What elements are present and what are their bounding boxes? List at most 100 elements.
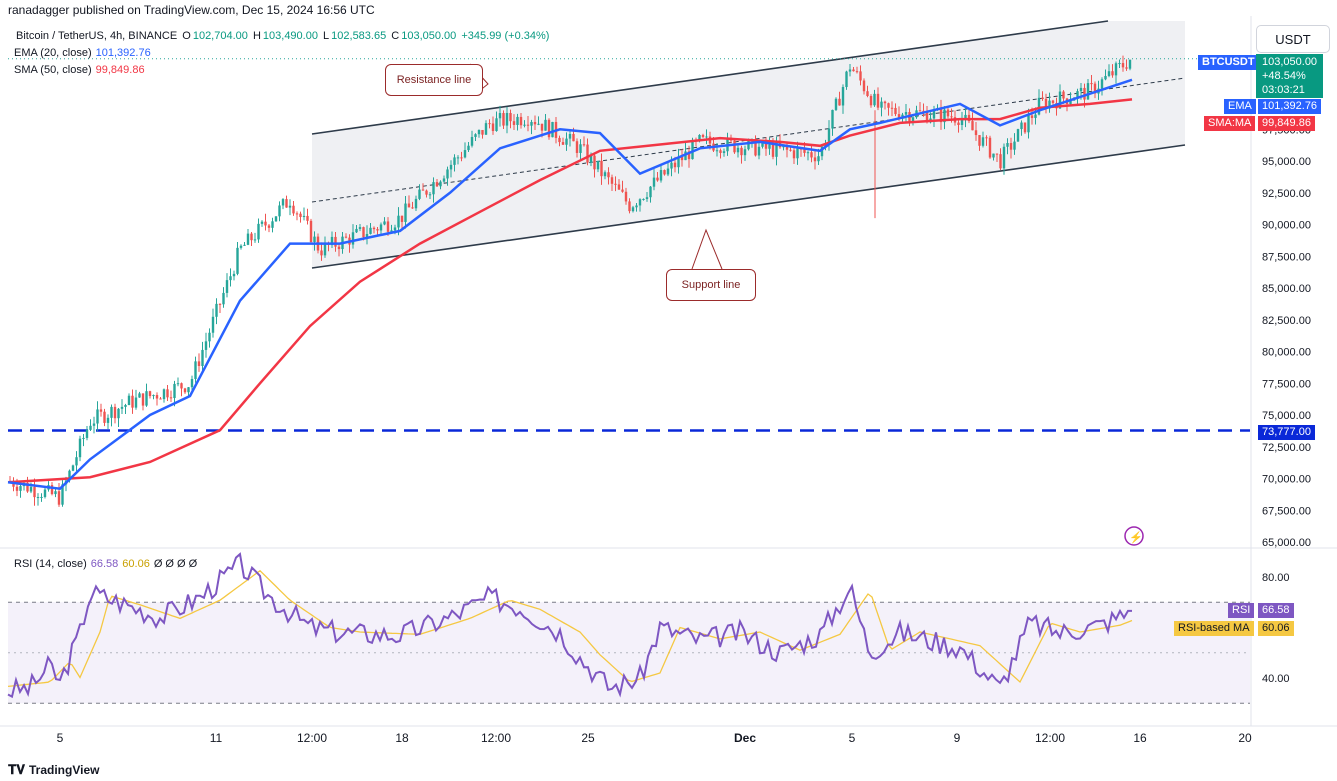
- resistance-callout[interactable]: Resistance line: [385, 64, 483, 96]
- candle-body: [831, 109, 834, 129]
- candle-body: [166, 389, 169, 398]
- candle-body: [1118, 63, 1121, 65]
- candle-body: [642, 198, 645, 200]
- price-tick-label: 92,500.00: [1262, 188, 1311, 200]
- price-tick-label: 85,000.00: [1262, 283, 1311, 295]
- candle-body: [617, 184, 621, 190]
- price-tick-label: 82,500.00: [1262, 315, 1311, 327]
- candle-body: [1009, 143, 1013, 150]
- candle-body: [1006, 143, 1009, 147]
- candle-body: [656, 177, 659, 181]
- candle-body: [652, 177, 656, 187]
- candle-body: [155, 395, 159, 399]
- candle-body: [519, 116, 523, 126]
- price-tick-label: 77,500.00: [1262, 378, 1311, 390]
- alert-bolt-icon: [1124, 526, 1144, 546]
- candle-body: [719, 150, 722, 153]
- symbol-title[interactable]: Bitcoin / TetherUS, 4h, BINANCE: [16, 30, 178, 42]
- candle-body: [57, 491, 61, 505]
- candle-body: [516, 116, 519, 125]
- candle-body: [127, 395, 131, 405]
- candle-body: [631, 207, 635, 212]
- candle-body: [75, 457, 78, 466]
- candle-body: [834, 98, 838, 110]
- resistance-line: [311, 20, 1109, 135]
- price-tick-label: 67,500.00: [1262, 505, 1311, 517]
- candle-body: [103, 411, 106, 423]
- sma-50-line: [7, 98, 1133, 484]
- candle-body: [134, 397, 138, 408]
- candle-body: [579, 144, 582, 153]
- last-price-tag: 103,050.00 +48.54% 03:03:21: [1256, 54, 1324, 98]
- currency-button[interactable]: USDT: [1256, 25, 1330, 53]
- candle-body: [736, 147, 740, 153]
- candle-body: [960, 119, 964, 125]
- candle-body: [918, 110, 922, 112]
- symbol-legend: Bitcoin / TetherUS, 4h, BINANCE O 102,704…: [16, 30, 550, 42]
- candle-body: [15, 486, 19, 491]
- alert-bolt-glyph: ⚡: [1129, 531, 1143, 544]
- candle-body: [432, 182, 435, 195]
- candle-body: [306, 215, 309, 221]
- ema-legend[interactable]: EMA (20, close) 101,392.76: [14, 47, 151, 59]
- candle-body: [393, 227, 397, 231]
- candle-body: [1027, 115, 1030, 133]
- candle-body: [600, 160, 603, 177]
- candle-body: [845, 71, 848, 88]
- rsi-legend[interactable]: RSI (14, close) 66.58 60.06 Ø Ø Ø Ø: [14, 558, 198, 570]
- candle-body: [803, 149, 806, 153]
- candle-body: [1125, 67, 1128, 69]
- candle-body: [302, 215, 306, 218]
- candle-body: [61, 484, 64, 505]
- candle-body: [761, 141, 764, 147]
- candle-body: [810, 152, 813, 158]
- candle-body: [971, 121, 974, 131]
- candle-body: [1107, 71, 1111, 76]
- candle-body: [117, 408, 120, 419]
- candle-body: [698, 134, 701, 141]
- candle-body: [768, 144, 771, 149]
- candle-body: [82, 437, 85, 439]
- candle-body: [866, 91, 869, 97]
- candle-body: [754, 139, 757, 156]
- candle-body: [488, 123, 491, 125]
- candle-body: [229, 276, 232, 281]
- ema-20-line: [7, 78, 1133, 491]
- candle-body: [295, 213, 299, 215]
- candle-body: [523, 124, 526, 126]
- support-callout[interactable]: Support line: [666, 269, 756, 301]
- time-tick-label: 25: [581, 731, 595, 745]
- rsi-tick-label: 80.00: [1262, 572, 1290, 584]
- support-line: [311, 144, 1186, 269]
- candle-body: [1034, 114, 1037, 118]
- candle-body: [250, 233, 253, 241]
- candle-body: [747, 140, 750, 150]
- low-value: 102,583.65: [331, 30, 387, 42]
- candle-body: [400, 215, 404, 222]
- sma-legend[interactable]: SMA (50, close) 99,849.86: [14, 64, 145, 76]
- candle-body: [862, 80, 866, 92]
- candle-body: [943, 109, 946, 123]
- candle-body: [582, 144, 586, 146]
- candle-body: [593, 155, 596, 170]
- candle-body: [880, 101, 883, 108]
- candle-body: [211, 316, 215, 333]
- candle-body: [544, 119, 547, 131]
- candle-body: [449, 164, 453, 170]
- candle-body: [376, 229, 379, 231]
- candle-body: [628, 201, 631, 212]
- candle-body: [796, 148, 799, 159]
- candle-body: [873, 93, 876, 106]
- candle-body: [138, 393, 141, 398]
- sma-axis-value: 99,849.86: [1258, 116, 1315, 131]
- candle-body: [789, 149, 792, 151]
- candle-body: [418, 189, 421, 199]
- candle-body: [264, 221, 267, 226]
- candle-body: [537, 123, 540, 125]
- candle-body: [176, 383, 180, 385]
- candle-body: [85, 429, 89, 438]
- candle-body: [946, 109, 950, 117]
- candle-body: [425, 190, 428, 195]
- candle-body: [701, 134, 705, 137]
